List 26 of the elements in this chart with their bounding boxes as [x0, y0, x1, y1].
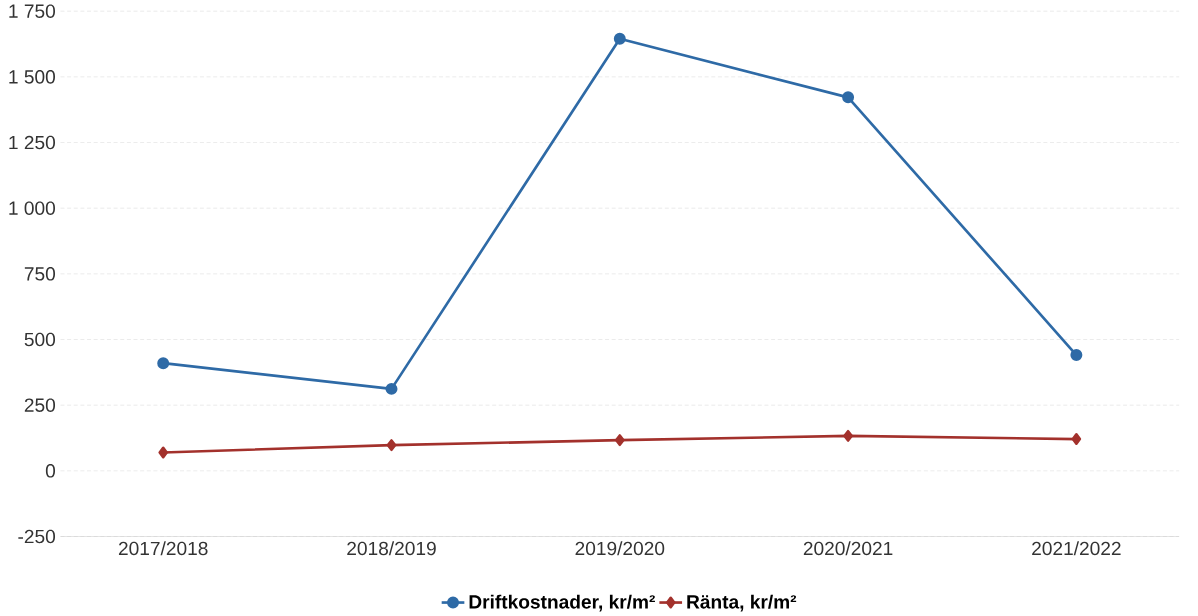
point	[386, 439, 397, 452]
x-tick-label: 2017/2018	[118, 541, 208, 556]
y-tick-label: 1 750	[9, 4, 56, 19]
point	[1070, 349, 1083, 362]
y-tick-label: 500	[24, 332, 56, 347]
legend-label: Driftkostnader, kr/m²	[469, 594, 655, 612]
y-tick-label: -250	[18, 529, 56, 544]
point	[613, 32, 626, 45]
legend-label: Ränta, kr/m²	[687, 594, 797, 612]
point	[385, 383, 398, 395]
y-tick-label: 0	[45, 464, 56, 478]
x-tick-label: 2019/2020	[575, 541, 665, 556]
point	[842, 91, 855, 104]
point	[614, 434, 625, 447]
y-tick-label: 1 250	[9, 135, 56, 150]
x-tick-label: 2018/2019	[347, 541, 436, 556]
point	[843, 430, 853, 442]
x-tick-label: 2020/2021	[803, 541, 893, 556]
y-tick-label: 750	[24, 267, 56, 281]
y-tick-label: 1 000	[9, 201, 56, 216]
point	[1071, 433, 1082, 446]
y-tick-label: 1 500	[9, 70, 56, 84]
y-tick-label: 250	[24, 398, 56, 413]
point	[157, 357, 170, 370]
point	[158, 446, 169, 459]
x-tick-label: 2021/2022	[1032, 541, 1121, 556]
